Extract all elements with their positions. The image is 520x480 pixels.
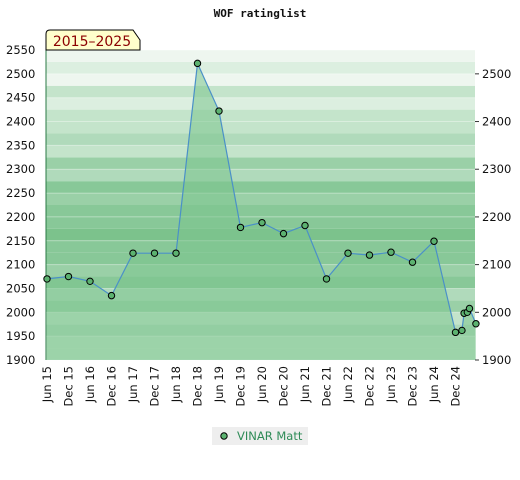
- x-tick-label: Jun 16: [83, 366, 97, 403]
- y-tick-label: 2250: [6, 186, 35, 200]
- x-tick-label: Dec 21: [320, 366, 334, 407]
- y-tick-label: 2400: [6, 115, 35, 129]
- y-axis-left: 1900 1950 2000 2050 2100 2150 2200 2250 2300 2350…: [6, 43, 35, 367]
- x-tick-label: Dec 19: [234, 366, 248, 407]
- y-tick-label-right: 1900: [482, 353, 511, 367]
- x-tick-label: Jun 24: [427, 366, 441, 403]
- y-tick-label: 2450: [6, 91, 35, 105]
- data-point: [215, 107, 223, 115]
- legend: VINAR Matt: [212, 427, 308, 445]
- x-tick-label: Jun 19: [212, 366, 226, 403]
- background-band: [46, 205, 475, 217]
- y-tick-label: 1950: [6, 329, 35, 343]
- x-axis: Jun 15 Dec 15 Jun 16 Dec 16 Jun 17 Dec 17 Jun …: [40, 366, 463, 407]
- background-band: [46, 193, 475, 205]
- y-tick-label-right: 2000: [482, 305, 511, 319]
- data-point: [258, 218, 266, 227]
- x-tick-label: Jun 23: [384, 366, 398, 403]
- x-tick-label: Dec 24: [449, 366, 463, 407]
- x-tick-label: Dec 22: [363, 366, 377, 407]
- data-point: [465, 304, 474, 313]
- y-tick-label: 2550: [6, 43, 35, 57]
- data-point: [430, 237, 438, 245]
- chart-title: WOF ratinglist: [214, 7, 307, 20]
- x-tick-label: Jun 22: [341, 366, 355, 403]
- data-point: [365, 251, 374, 259]
- rating-area-fill: [47, 63, 476, 361]
- data-point: [458, 326, 466, 335]
- background-band: [46, 121, 475, 134]
- y-tick-label-right: 2200: [482, 210, 511, 224]
- data-point: [129, 249, 137, 257]
- data-point: [64, 272, 73, 281]
- background-band: [46, 145, 475, 158]
- x-tick-label: Dec 17: [148, 366, 162, 407]
- data-point: [107, 291, 116, 300]
- y-tick-label: 2150: [6, 234, 35, 248]
- y-tick-label-right: 2300: [482, 162, 511, 176]
- x-tick-label: Jun 15: [40, 366, 54, 403]
- background-band: [46, 133, 475, 146]
- background-band: [46, 157, 475, 170]
- period-badge: 2015–2025: [45, 29, 141, 51]
- y-tick-label: 2500: [6, 67, 35, 81]
- data-point: [472, 320, 480, 328]
- x-tick-label: Jun 18: [169, 366, 183, 403]
- y-tick-label-right: 2500: [482, 67, 511, 81]
- background-band: [46, 181, 475, 194]
- data-point: [408, 258, 417, 266]
- background-band: [46, 61, 475, 74]
- background-band: [46, 109, 475, 122]
- y-tick-label: 2350: [6, 138, 35, 152]
- y-tick-label: 2300: [6, 162, 35, 176]
- background-band: [46, 73, 475, 86]
- y-axis-right: 1900 2000 2100 2200 2300 2400 2500: [475, 67, 511, 367]
- data-point: [193, 59, 202, 68]
- data-points: [43, 59, 480, 337]
- x-tick-label: Dec 20: [277, 366, 291, 407]
- x-tick-label: Dec 16: [105, 366, 119, 407]
- background-band: [46, 97, 475, 110]
- legend-marker: [220, 432, 228, 440]
- data-point: [322, 275, 331, 283]
- data-point: [279, 229, 288, 238]
- data-point: [301, 221, 309, 230]
- background-band: [46, 169, 475, 182]
- period-badge-text: 2015–2025: [53, 34, 131, 50]
- y-tick-label: 2000: [6, 305, 35, 319]
- x-tick-label: Jun 20: [255, 366, 269, 403]
- x-tick-label: Dec 18: [191, 366, 205, 407]
- y-tick-label: 2050: [6, 281, 35, 295]
- data-point: [236, 223, 245, 232]
- data-point: [344, 249, 352, 257]
- background-band: [46, 85, 475, 98]
- background-band: [46, 50, 475, 62]
- data-point: [150, 249, 159, 257]
- x-tick-label: Dec 23: [406, 366, 420, 407]
- x-tick-label: Jun 17: [126, 366, 140, 403]
- x-tick-label: Dec 15: [62, 366, 76, 407]
- data-point: [451, 328, 460, 337]
- x-tick-label: Jun 21: [298, 366, 312, 403]
- y-tick-label-right: 2400: [482, 115, 511, 129]
- data-point: [387, 248, 395, 256]
- legend-label: VINAR Matt: [237, 429, 303, 443]
- data-point: [43, 275, 51, 283]
- data-point: [86, 277, 94, 286]
- legend-box: [212, 427, 308, 445]
- data-point: [172, 249, 180, 257]
- y-tick-label: 2100: [6, 258, 35, 272]
- y-tick-label: 1900: [6, 353, 35, 367]
- y-tick-label: 2200: [6, 210, 35, 224]
- y-tick-label-right: 2100: [482, 258, 511, 272]
